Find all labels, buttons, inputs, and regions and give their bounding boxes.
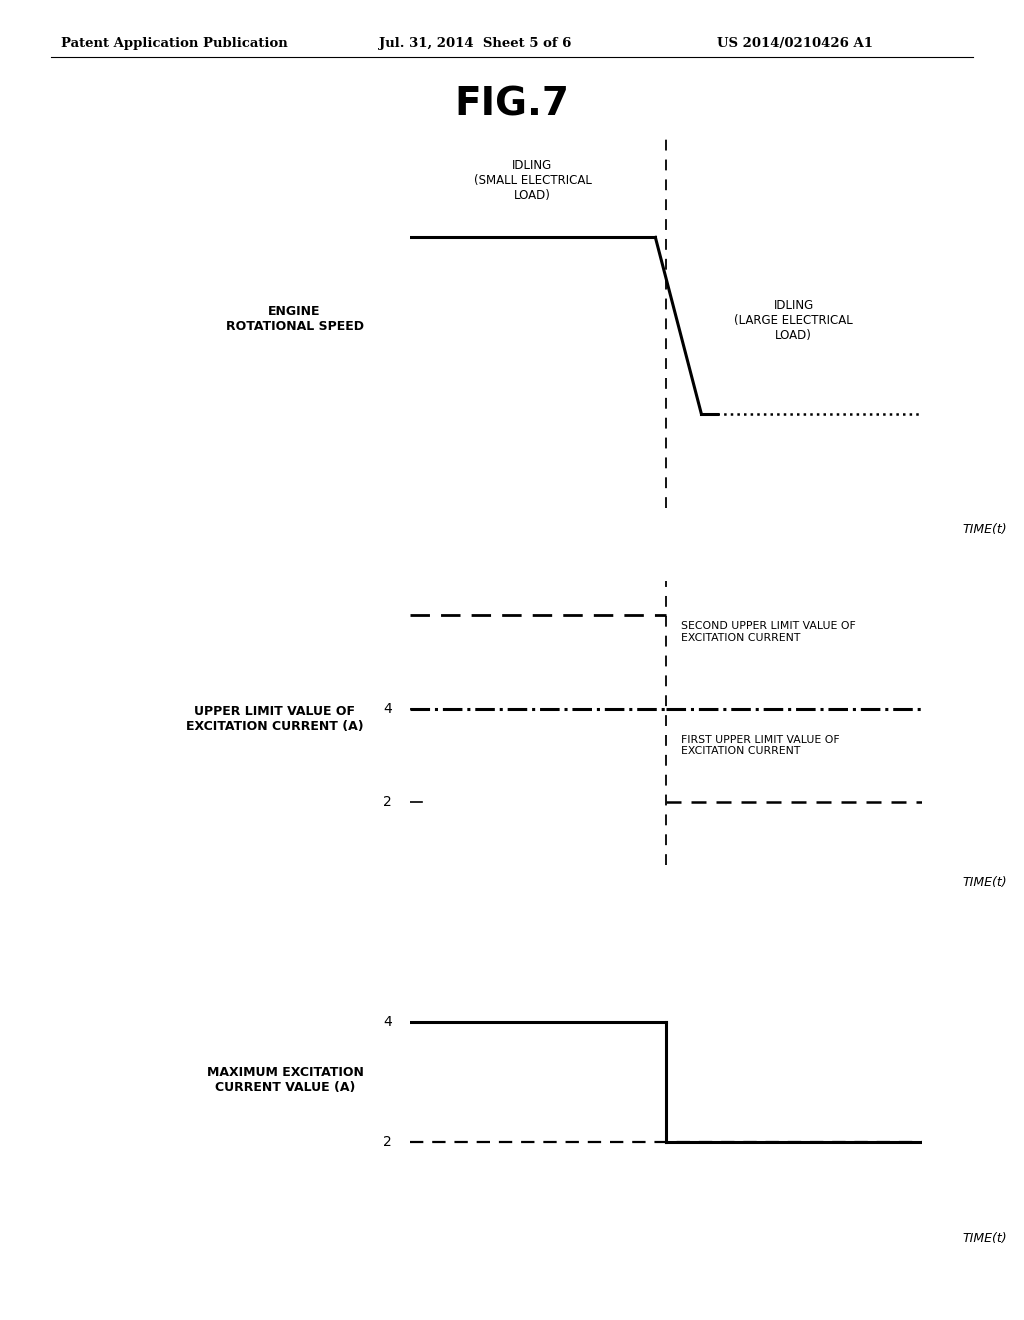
- Text: ENGINE
ROTATIONAL SPEED: ENGINE ROTATIONAL SPEED: [225, 305, 364, 334]
- Text: TIME(t): TIME(t): [963, 1233, 1008, 1245]
- Text: 4: 4: [383, 701, 391, 715]
- Text: IDLING
(LARGE ELECTRICAL
LOAD): IDLING (LARGE ELECTRICAL LOAD): [734, 298, 853, 342]
- Text: 2: 2: [383, 795, 391, 809]
- Text: MAXIMUM EXCITATION
CURRENT VALUE (A): MAXIMUM EXCITATION CURRENT VALUE (A): [207, 1065, 364, 1094]
- Text: 2: 2: [383, 1134, 391, 1148]
- Text: US 2014/0210426 A1: US 2014/0210426 A1: [717, 37, 872, 50]
- Text: UPPER LIMIT VALUE OF
EXCITATION CURRENT (A): UPPER LIMIT VALUE OF EXCITATION CURRENT …: [186, 705, 364, 734]
- Text: IDLING
(SMALL ELECTRICAL
LOAD): IDLING (SMALL ELECTRICAL LOAD): [473, 160, 592, 202]
- Text: FIRST UPPER LIMIT VALUE OF
EXCITATION CURRENT: FIRST UPPER LIMIT VALUE OF EXCITATION CU…: [681, 735, 840, 756]
- Text: Patent Application Publication: Patent Application Publication: [61, 37, 288, 50]
- Text: Jul. 31, 2014  Sheet 5 of 6: Jul. 31, 2014 Sheet 5 of 6: [379, 37, 571, 50]
- Text: TIME(t): TIME(t): [963, 523, 1008, 536]
- Text: SECOND UPPER LIMIT VALUE OF
EXCITATION CURRENT: SECOND UPPER LIMIT VALUE OF EXCITATION C…: [681, 622, 856, 643]
- Text: TIME(t): TIME(t): [963, 876, 1008, 888]
- Text: 4: 4: [383, 1015, 391, 1030]
- Text: FIG.7: FIG.7: [455, 86, 569, 124]
